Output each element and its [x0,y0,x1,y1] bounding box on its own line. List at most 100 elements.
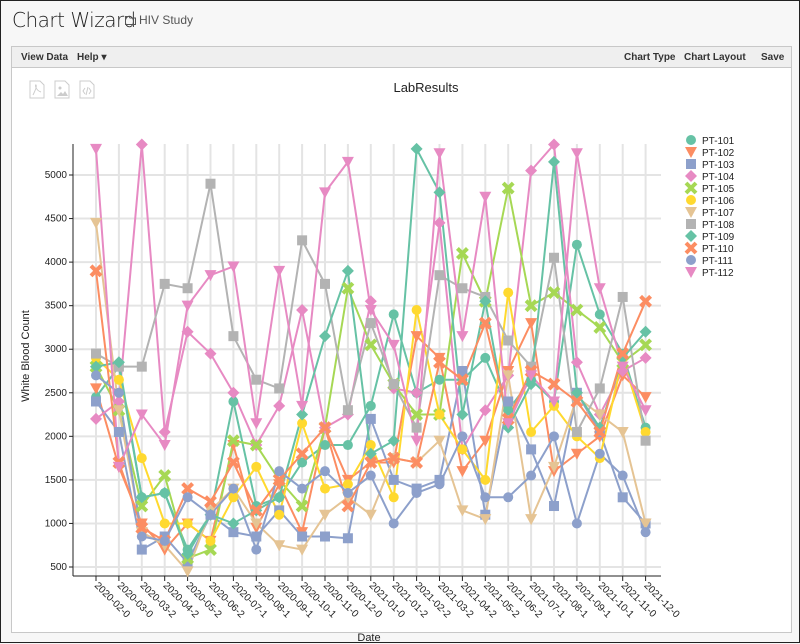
data-point-pt-109 [181,547,194,560]
data-point-pt-110 [272,473,286,487]
data-point-pt-102 [433,352,446,364]
data-point-pt-105 [524,299,538,313]
data-point-pt-109 [456,408,469,421]
save-button[interactable]: Save [761,52,785,63]
legend-marker-pt-102 [685,147,697,158]
data-point-pt-108 [182,283,193,294]
data-point-pt-106 [457,444,468,455]
data-point-pt-111 [549,431,559,442]
chart-type-button[interactable]: Chart Type [624,52,676,63]
data-point-pt-110 [593,425,607,439]
data-point-pt-112 [250,418,263,430]
view-data-button[interactable]: View Data [21,52,69,63]
y-tick-label: 2000 [45,431,68,442]
legend-marker-pt-112 [685,267,697,278]
data-point-pt-110 [226,456,240,469]
data-point-pt-111 [503,492,514,503]
data-point-pt-101 [594,309,605,320]
data-point-pt-107 [181,566,194,578]
data-point-pt-104 [410,386,423,399]
data-point-pt-111 [251,544,262,555]
data-point-pt-104 [90,412,102,425]
y-tick-label: 1500 [45,475,68,486]
legend-marker-pt-108 [686,219,696,229]
data-point-pt-106 [113,374,124,385]
data-point-pt-110 [639,294,653,308]
data-point-pt-107 [273,540,286,552]
data-point-pt-109 [410,142,423,155]
data-point-pt-111 [434,479,445,490]
data-point-pt-101 [434,374,445,385]
png-export-icon[interactable] [54,80,70,99]
data-point-pt-111 [617,470,628,481]
data-point-pt-108 [205,178,216,189]
data-point-pt-111 [182,492,193,503]
data-point-pt-103 [617,492,628,503]
data-point-pt-110 [410,456,424,469]
data-point-pt-111 [228,483,239,494]
y-tick-label: 4500 [45,214,68,225]
data-point-pt-107 [525,514,538,526]
data-point-pt-108 [320,278,330,289]
data-point-pt-112 [616,361,629,373]
data-point-pt-104 [273,399,286,412]
data-point-pt-109 [548,155,560,168]
data-point-pt-112 [158,440,171,452]
data-point-pt-106 [182,518,193,529]
data-point-pt-112 [135,409,148,421]
script-export-icon[interactable] [79,80,95,99]
data-point-pt-101 [365,400,376,411]
data-point-pt-101 [342,440,353,451]
toolbar: View Data Help ▾ Chart Type Chart Layout… [12,47,791,68]
data-point-pt-109 [319,330,331,343]
chart-layout-button[interactable]: Chart Layout [684,52,746,63]
data-point-pt-110 [570,395,584,408]
data-point-pt-108 [297,235,308,246]
data-point-pt-103 [251,531,262,542]
data-point-pt-101 [571,239,582,250]
legend-marker-pt-103 [686,159,696,169]
data-point-pt-106 [526,426,537,437]
legend-marker-pt-107 [685,207,697,218]
data-point-pt-108 [342,405,353,416]
data-point-pt-108 [274,383,285,394]
data-point-pt-105 [204,543,217,556]
data-point-pt-111 [91,370,101,381]
data-point-pt-102 [135,518,148,530]
data-point-pt-111 [159,535,170,546]
data-point-pt-112 [227,261,240,273]
data-point-pt-103 [342,533,353,544]
legend-marker-pt-110 [684,241,698,255]
data-point-pt-106 [228,492,239,503]
data-point-pt-106 [205,535,216,546]
data-point-pt-104 [433,216,446,229]
data-point-pt-107 [319,509,331,521]
folder-label: HIV Study [139,13,194,27]
data-point-pt-111 [526,470,537,481]
data-point-pt-105 [455,246,469,260]
legend-marker-pt-109 [685,230,697,242]
data-point-pt-104 [570,356,583,369]
data-point-pt-108 [571,426,582,437]
data-point-pt-106 [136,453,147,464]
folder-link[interactable]: HIV Study [125,13,193,27]
data-point-pt-108 [526,361,537,372]
help-menu[interactable]: Help ▾ [77,52,107,63]
y-tick-label: 5000 [45,170,68,181]
data-point-pt-105 [593,321,607,334]
pdf-export-icon[interactable] [29,80,45,99]
data-point-pt-101 [480,352,491,363]
data-point-pt-107 [456,505,469,517]
data-point-pt-108 [388,379,399,390]
data-point-pt-109 [639,325,652,338]
data-point-pt-111 [274,466,285,477]
data-point-pt-111 [388,518,399,529]
y-tick-label: 3500 [45,301,68,312]
data-point-pt-111 [594,448,605,459]
data-point-pt-103 [136,544,147,555]
data-point-pt-112 [548,396,560,408]
data-point-pt-110 [249,503,263,517]
data-point-pt-111 [571,518,582,529]
data-point-pt-105 [547,286,561,300]
legend-label: PT-103 [702,160,735,171]
